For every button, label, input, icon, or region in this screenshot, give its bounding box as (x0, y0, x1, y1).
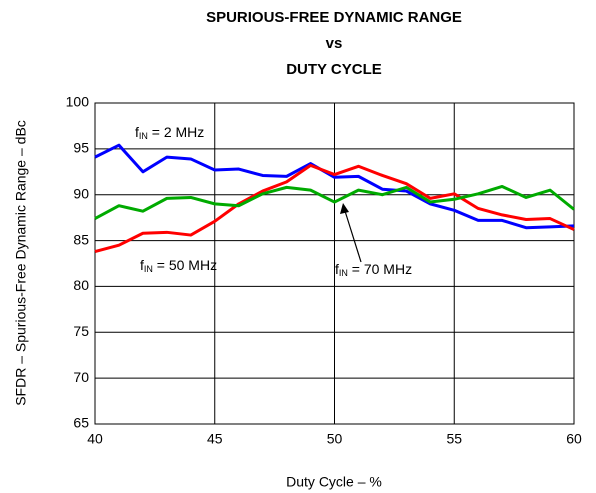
arrow (340, 203, 362, 263)
y-tick-label: 80 (73, 277, 89, 293)
series-label-part: f (335, 261, 339, 277)
y-axis-label: SFDR – Spurious-Free Dynamic Range – dBc (13, 120, 29, 406)
x-tick-label: 50 (327, 431, 343, 447)
data-line (94, 184, 575, 220)
chart-title: vs (326, 35, 343, 52)
y-tick-label: 75 (73, 323, 89, 339)
chart-title: DUTY CYCLE (286, 61, 382, 78)
chart-title: SPURIOUS-FREE DYNAMIC RANGE (206, 9, 462, 26)
x-tick-label: 60 (566, 431, 582, 447)
y-tick-label: 100 (66, 94, 90, 110)
series-label-part: IN (339, 268, 348, 278)
y-tick-label: 90 (73, 185, 89, 201)
series-label-part: = 2 MHz (148, 124, 204, 140)
series-label-part: f (135, 124, 139, 140)
plot-frame (94, 102, 575, 425)
series-label-part: = 50 MHz (153, 257, 217, 273)
series-label: fIN = 2 MHz (135, 124, 204, 142)
series-label-part: IN (139, 131, 148, 141)
data-line (94, 143, 575, 230)
series-label-part: = 70 MHz (348, 261, 412, 277)
x-tick-label: 55 (446, 431, 462, 447)
x-tick-label: 40 (87, 431, 103, 447)
series-label-part: IN (144, 264, 153, 274)
y-tick-label: 85 (73, 231, 89, 247)
series-label-part: f (140, 257, 144, 273)
y-tick-label: 95 (73, 140, 89, 156)
x-tick-label: 45 (207, 431, 223, 447)
y-tick-label: 70 (73, 369, 89, 385)
y-tick-label: 65 (73, 415, 89, 431)
data-line (94, 163, 575, 254)
series-label: fIN = 70 MHz (335, 261, 412, 279)
x-axis-label: Duty Cycle – % (286, 474, 382, 490)
series-label: fIN = 50 MHz (140, 257, 217, 275)
